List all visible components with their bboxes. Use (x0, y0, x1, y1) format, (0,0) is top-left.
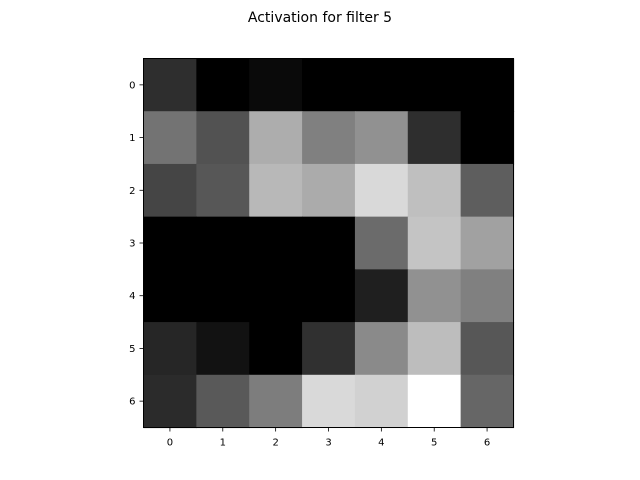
heatmap-cell-5-1 (196, 322, 250, 376)
heatmap-cell-6-0 (143, 374, 197, 429)
x-tick-label: 2 (272, 438, 278, 449)
heatmap-cell-6-5 (407, 374, 462, 429)
heatmap-cell-6-1 (196, 374, 250, 429)
y-tick-label: 5 (129, 344, 135, 355)
heatmap-cells (143, 58, 515, 429)
x-tick-label: 0 (167, 438, 173, 449)
heatmap-cell-0-4 (354, 58, 409, 112)
heatmap-cell-1-0 (143, 111, 197, 165)
y-tick-label: 0 (129, 80, 135, 91)
heatmap-cell-4-1 (196, 269, 250, 323)
y-tick-label: 1 (129, 133, 135, 144)
heatmap-cell-5-3 (302, 322, 356, 376)
heatmap-cell-2-4 (354, 163, 409, 218)
heatmap-cell-5-6 (460, 322, 515, 376)
heatmap-cell-1-6 (460, 111, 515, 165)
heatmap-cell-1-5 (407, 111, 462, 165)
heatmap-cell-0-5 (407, 58, 462, 112)
x-tick-label: 5 (431, 438, 437, 449)
heatmap-cell-5-0 (143, 322, 197, 376)
heatmap-cell-2-2 (249, 163, 303, 218)
heatmap-cell-5-5 (407, 322, 462, 376)
heatmap-cell-3-1 (196, 216, 250, 270)
heatmap-cell-5-4 (354, 322, 409, 376)
heatmap-cell-0-3 (302, 58, 356, 112)
heatmap-cell-4-3 (302, 269, 356, 323)
heatmap-cell-4-6 (460, 269, 515, 323)
heatmap-cell-2-5 (407, 163, 462, 218)
heatmap-cell-3-2 (249, 216, 303, 270)
heatmap-cell-4-4 (354, 269, 409, 323)
y-axis: 0 1 2 3 4 5 6 (129, 80, 144, 408)
y-tick-label: 3 (129, 239, 135, 250)
heatmap-cell-0-0 (143, 58, 197, 112)
heatmap-cell-2-0 (143, 163, 197, 218)
y-tick-label: 2 (129, 186, 135, 197)
x-axis: 0 1 2 3 4 5 6 (167, 427, 490, 449)
heatmap-cell-6-6 (460, 374, 515, 429)
heatmap-cell-4-5 (407, 269, 462, 323)
heatmap-cell-5-2 (249, 322, 303, 376)
x-tick-label: 1 (220, 438, 226, 449)
heatmap-cell-1-4 (354, 111, 409, 165)
x-tick-label: 3 (325, 438, 331, 449)
heatmap-cell-2-1 (196, 163, 250, 218)
y-tick-label: 4 (129, 291, 135, 302)
heatmap-cell-3-4 (354, 216, 409, 270)
heatmap-cell-1-3 (302, 111, 356, 165)
heatmap-cell-0-6 (460, 58, 515, 112)
heatmap-cell-2-6 (460, 163, 515, 218)
heatmap-cell-3-0 (143, 216, 197, 270)
y-tick-label: 6 (129, 397, 135, 408)
heatmap-cell-0-2 (249, 58, 303, 112)
chart-title: Activation for filter 5 (248, 10, 392, 26)
heatmap-cell-4-2 (249, 269, 303, 323)
heatmap-cell-3-5 (407, 216, 462, 270)
x-tick-label: 4 (378, 438, 384, 449)
heatmap-cell-1-2 (249, 111, 303, 165)
heatmap-cell-3-3 (302, 216, 356, 270)
heatmap-cell-2-3 (302, 163, 356, 218)
heatmap-cell-1-1 (196, 111, 250, 165)
heatmap-cell-3-6 (460, 216, 515, 270)
heatmap-cell-6-3 (302, 374, 356, 429)
x-tick-label: 6 (484, 438, 490, 449)
heatmap-cell-6-2 (249, 374, 303, 429)
heatmap-cell-6-4 (354, 374, 409, 429)
heatmap-cell-0-1 (196, 58, 250, 112)
heatmap-cell-4-0 (143, 269, 197, 323)
